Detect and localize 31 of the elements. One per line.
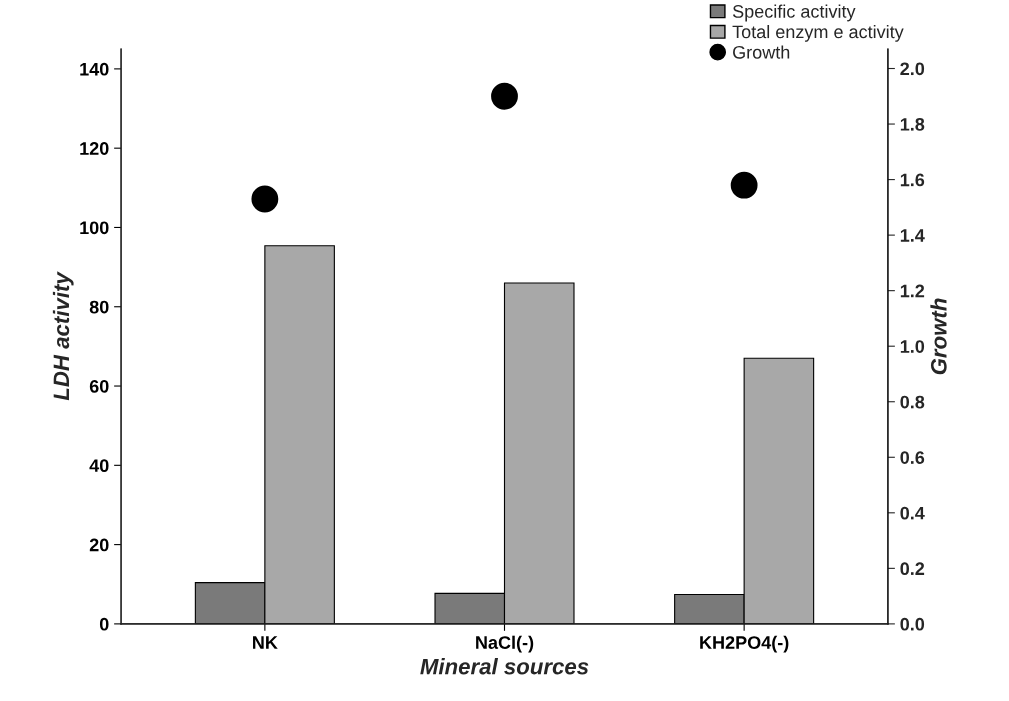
legend-label: Specific activity [732,4,856,22]
y2-tick-label: 0.2 [900,562,925,576]
y-tick-label: 120 [80,142,109,155]
y2-tick-label: 1.2 [900,284,925,298]
y-tick-label: 0 [99,617,109,631]
legend-label: Total enzym e activity [732,25,904,42]
x-tick-label: NK [253,636,278,649]
y-tick-label: 140 [80,62,109,76]
y2-axis-title: Growth [930,298,947,375]
x-axis-title: Mineral sources [420,658,589,675]
point [730,171,758,199]
point [491,82,518,110]
y-tick-label: 40 [89,459,109,473]
y2-tick-label: 2.0 [900,62,925,76]
y2-tick-label: 1.4 [900,229,925,242]
x-tick-label: KH2PO4(-) [700,635,789,653]
x-tick-label: NaCl(-) [476,635,534,653]
y-tick-label: 100 [80,221,109,235]
y2-tick-label: 0.0 [900,617,925,631]
y-tick-label: 20 [89,538,109,552]
y2-tick-label: 1.0 [900,340,925,353]
y2-tick-label: 1.6 [900,173,925,187]
legend-label: Growth [733,45,790,59]
y2-tick-label: 0.8 [900,395,925,409]
point [251,185,279,213]
y2-tick-label: 0.6 [900,451,925,464]
y-axis-title: LDH activity [52,271,74,401]
y-tick-label: 60 [89,379,109,393]
y-tick-label: 80 [89,300,109,314]
y2-tick-label: 1.8 [900,117,925,131]
y2-tick-label: 0.4 [900,506,925,520]
